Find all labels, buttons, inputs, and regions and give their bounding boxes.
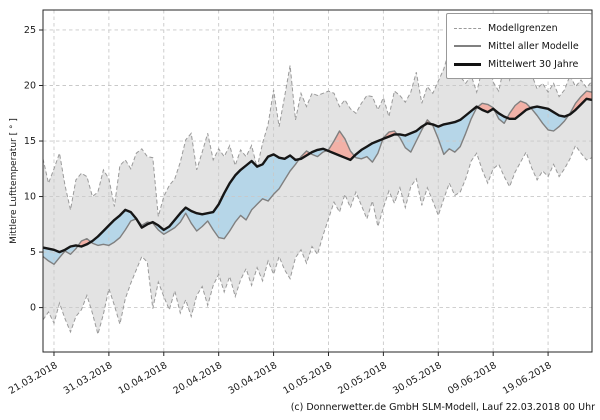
- x-tick-label: 19.06.2018: [501, 360, 554, 397]
- legend-label: Mittelwert 30 Jahre: [488, 58, 579, 70]
- model-range-band: [43, 50, 592, 335]
- legend-item-modellgrenzen: Modellgrenzen: [454, 19, 585, 37]
- y-tick-label: 15: [24, 136, 36, 147]
- model-mean-line: [42, 90, 593, 265]
- legend: Modellgrenzen Mittel aller Modelle Mitte…: [446, 13, 592, 79]
- warm-anomaly-fill: [507, 101, 531, 119]
- warm-anomaly-fill: [568, 91, 592, 115]
- black-line-swatch-icon: [454, 62, 481, 66]
- gray-line-swatch-icon: [454, 45, 481, 47]
- x-tick-label: 20.05.2018: [336, 360, 389, 397]
- y-tick-label: 5: [30, 247, 36, 258]
- x-tick-label: 31.03.2018: [62, 360, 115, 397]
- legend-label: Modellgrenzen: [488, 22, 558, 34]
- x-tick-label: 10.04.2018: [117, 360, 170, 397]
- cool-anomaly-fill: [530, 106, 569, 131]
- y-axis-label: Mittlere Lufttemperatur [ ° ]: [9, 118, 19, 244]
- legend-item-mittel-aller-modelle: Mittel aller Modelle: [454, 37, 585, 55]
- dashed-line-swatch-icon: [454, 27, 481, 29]
- cool-anomaly-fill: [431, 106, 478, 155]
- x-tick-label: 30.04.2018: [226, 360, 279, 397]
- x-tick-label: 20.04.2018: [172, 360, 225, 397]
- warm-anomaly-fill: [78, 238, 91, 247]
- climate-mean-line: [42, 97, 593, 254]
- cool-anomaly-fill: [397, 124, 425, 153]
- copyright-caption: (c) Donnerwetter.de GmbH SLM-Modell, Lau…: [290, 402, 595, 413]
- y-tick-label: 10: [24, 192, 36, 203]
- y-tick-label: 20: [24, 81, 36, 92]
- plot-border: [42, 9, 593, 353]
- x-tick-label: 10.05.2018: [281, 360, 334, 397]
- x-tick-label: 21.03.2018: [7, 360, 60, 397]
- y-tick-label: 25: [24, 25, 36, 36]
- legend-label: Mittel aller Modelle: [488, 40, 579, 52]
- y-tick-label: 0: [30, 303, 36, 314]
- x-tick-label: 09.06.2018: [446, 360, 499, 397]
- x-tick-label: 30.05.2018: [391, 360, 444, 397]
- legend-item-mittelwert-30-jahre: Mittelwert 30 Jahre: [454, 55, 585, 73]
- model-max-line: [42, 48, 593, 217]
